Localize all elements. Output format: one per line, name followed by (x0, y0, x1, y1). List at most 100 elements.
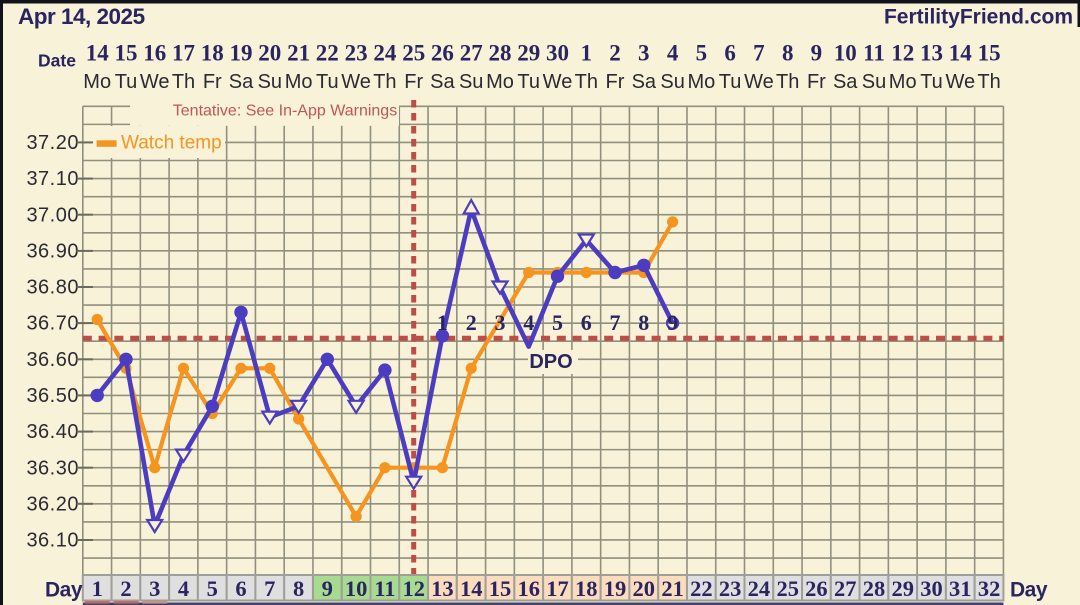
svg-text:Day: Day (45, 579, 83, 602)
svg-text:We: We (744, 71, 774, 93)
svg-text:27: 27 (834, 576, 857, 601)
svg-text:We: We (945, 71, 975, 93)
svg-text:24: 24 (373, 41, 397, 66)
svg-text:26: 26 (805, 576, 828, 601)
svg-text:Sa: Sa (632, 71, 657, 93)
svg-text:11: 11 (374, 576, 395, 601)
svg-text:2: 2 (120, 576, 131, 601)
svg-text:3: 3 (495, 310, 506, 335)
svg-text:3: 3 (149, 576, 160, 601)
svg-text:16: 16 (517, 576, 540, 601)
svg-text:10: 10 (834, 41, 857, 66)
svg-text:Tentative: See In-App Warnings: Tentative: See In-App Warnings (173, 103, 397, 120)
svg-text:1: 1 (581, 41, 593, 66)
svg-text:Th: Th (373, 71, 396, 93)
svg-text:8: 8 (782, 41, 794, 66)
svg-text:Sa: Sa (833, 71, 858, 93)
svg-text:13: 13 (431, 576, 454, 601)
svg-text:6: 6 (235, 576, 246, 601)
svg-text:12: 12 (402, 576, 425, 601)
svg-text:Sa: Sa (229, 71, 254, 93)
svg-text:37.10: 37.10 (26, 168, 79, 190)
svg-text:36.10: 36.10 (26, 530, 79, 552)
svg-text:Fr: Fr (203, 71, 222, 93)
svg-text:7: 7 (610, 310, 621, 335)
svg-text:17: 17 (172, 41, 195, 66)
svg-text:25: 25 (402, 41, 425, 66)
svg-text:30: 30 (920, 576, 943, 601)
svg-text:36.60: 36.60 (26, 349, 79, 371)
svg-text:31: 31 (949, 576, 972, 601)
svg-text:22: 22 (316, 41, 339, 66)
svg-text:Tu: Tu (316, 71, 339, 93)
svg-text:Th: Th (172, 71, 195, 93)
svg-text:13: 13 (920, 41, 943, 66)
svg-text:8: 8 (638, 310, 649, 335)
svg-text:21: 21 (661, 576, 684, 601)
svg-text:20: 20 (258, 41, 281, 66)
svg-text:30: 30 (546, 41, 569, 66)
svg-text:32: 32 (978, 576, 1001, 601)
svg-text:We: We (341, 71, 371, 93)
svg-text:Mo: Mo (486, 71, 514, 93)
svg-text:25: 25 (776, 576, 799, 601)
svg-text:We: We (140, 71, 170, 93)
svg-text:16: 16 (143, 41, 166, 66)
svg-text:36.30: 36.30 (26, 457, 79, 479)
svg-text:14: 14 (86, 41, 110, 66)
svg-text:2: 2 (609, 41, 621, 66)
svg-text:Su: Su (258, 71, 282, 93)
svg-text:17: 17 (546, 576, 569, 601)
svg-text:36.80: 36.80 (26, 277, 79, 299)
svg-text:15: 15 (978, 41, 1001, 66)
svg-text:FertilityFriend.com: FertilityFriend.com (884, 6, 1073, 29)
svg-text:29: 29 (517, 41, 540, 66)
svg-text:23: 23 (719, 576, 742, 601)
svg-text:5: 5 (207, 576, 218, 601)
svg-text:10: 10 (345, 576, 368, 601)
svg-text:22: 22 (690, 576, 713, 601)
svg-text:Th: Th (575, 71, 598, 93)
svg-text:14: 14 (949, 41, 973, 66)
svg-text:DPO: DPO (529, 351, 572, 373)
svg-text:7: 7 (753, 41, 765, 66)
svg-text:4: 4 (523, 310, 534, 335)
svg-text:37.20: 37.20 (26, 132, 79, 154)
svg-text:We: We (543, 71, 573, 93)
svg-text:28: 28 (489, 41, 512, 66)
svg-text:Mo: Mo (889, 71, 917, 93)
svg-text:Date: Date (38, 51, 76, 71)
svg-text:Su: Su (660, 71, 684, 93)
svg-text:19: 19 (604, 576, 627, 601)
svg-text:36.20: 36.20 (26, 493, 79, 515)
svg-text:Mo: Mo (83, 71, 111, 93)
svg-text:18: 18 (575, 576, 598, 601)
svg-text:36.50: 36.50 (26, 385, 79, 407)
svg-text:18: 18 (201, 41, 224, 66)
svg-text:6: 6 (581, 310, 592, 335)
svg-text:1: 1 (92, 576, 103, 601)
svg-text:36.90: 36.90 (26, 241, 79, 263)
svg-text:20: 20 (633, 576, 656, 601)
svg-text:12: 12 (891, 41, 914, 66)
svg-text:Su: Su (459, 71, 483, 93)
svg-text:23: 23 (345, 41, 368, 66)
svg-text:4: 4 (667, 41, 679, 66)
svg-text:Th: Th (977, 71, 1000, 93)
svg-text:Fr: Fr (404, 71, 423, 93)
svg-text:11: 11 (863, 41, 885, 66)
svg-text:Day: Day (1010, 579, 1048, 602)
svg-text:5: 5 (696, 41, 708, 66)
svg-text:37.00: 37.00 (26, 204, 79, 226)
svg-text:7: 7 (264, 576, 275, 601)
svg-text:36.70: 36.70 (26, 313, 79, 335)
svg-text:29: 29 (891, 576, 914, 601)
svg-text:Tu: Tu (517, 71, 540, 93)
svg-text:5: 5 (552, 310, 563, 335)
svg-text:Mo: Mo (688, 71, 716, 93)
svg-text:8: 8 (293, 576, 304, 601)
svg-text:Th: Th (776, 71, 799, 93)
svg-text:Tu: Tu (719, 71, 742, 93)
svg-text:Apr 14, 2025: Apr 14, 2025 (18, 4, 145, 29)
svg-text:19: 19 (230, 41, 253, 66)
